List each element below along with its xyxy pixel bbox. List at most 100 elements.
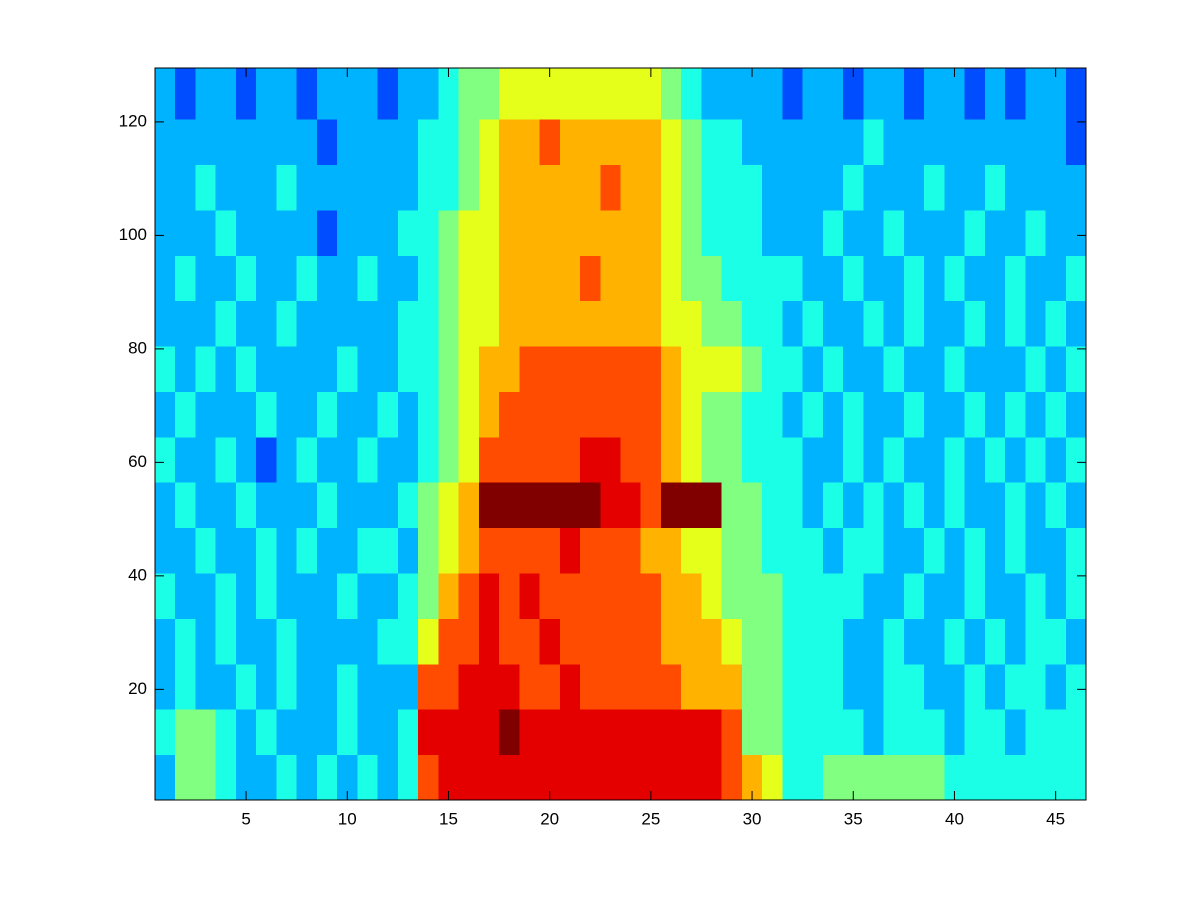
heatmap-cell: [944, 618, 966, 665]
heatmap-cell: [337, 709, 358, 756]
heatmap-cell: [1065, 709, 1087, 756]
axes: 5 10 15 20 25 30 35 40 45 20 40 60 80 100 120: [119, 67, 1087, 828]
heatmap-cell: [539, 618, 561, 665]
heatmap-cell: [924, 346, 945, 392]
heatmap-cell: [357, 209, 379, 256]
heatmap-cell: [519, 68, 541, 120]
heatmap-cell: [397, 209, 419, 256]
heatmap-cell: [883, 573, 905, 619]
heatmap-cell: [215, 573, 237, 619]
heatmap-cell: [1025, 527, 1047, 574]
heatmap-cell: [418, 754, 439, 801]
heatmap-cell: [458, 391, 480, 438]
heatmap-cell: [984, 436, 1006, 483]
heatmap-cell: [984, 255, 1006, 302]
heatmap-cell: [458, 209, 480, 256]
heatmap-cell: [438, 663, 460, 710]
heatmap-cell: [357, 527, 379, 574]
heatmap-cell: [458, 300, 480, 347]
heatmap-cell: [235, 573, 257, 619]
heatmap-cell: [418, 709, 439, 756]
heatmap-cell: [984, 663, 1006, 710]
heatmap-cell: [316, 436, 338, 483]
heatmap-cell: [964, 391, 986, 438]
heatmap-cell: [337, 119, 358, 165]
heatmap-cell: [782, 300, 804, 347]
heatmap-cell: [600, 164, 621, 211]
heatmap-cell: [337, 300, 358, 347]
heatmap-cell: [499, 709, 520, 756]
heatmap-cell: [397, 527, 419, 574]
heatmap-cell: [276, 68, 298, 120]
heatmap-cell: [357, 255, 379, 302]
heatmap-cell: [519, 482, 541, 529]
heatmap-cell: [1025, 209, 1047, 256]
heatmap-cell: [397, 300, 419, 347]
heatmap-cell: [762, 164, 783, 211]
heatmap-cell: [741, 754, 763, 801]
heatmap-cell: [924, 482, 945, 529]
heatmap-cell: [903, 255, 925, 302]
heatmap-cell: [721, 618, 743, 665]
heatmap-cell: [418, 436, 439, 483]
heatmap-cell: [762, 618, 783, 665]
heatmap-cell: [175, 255, 196, 302]
heatmap-cell: [155, 164, 176, 211]
heatmap-cell: [640, 754, 662, 801]
heatmap-cell: [822, 663, 844, 710]
heatmap-cell: [1025, 119, 1047, 165]
heatmap-cell: [276, 618, 298, 665]
heatmap-cell: [600, 663, 621, 710]
heatmap-cell: [539, 709, 561, 756]
heatmap-cell: [438, 255, 460, 302]
heatmap-cell: [762, 209, 783, 256]
heatmap-cell: [924, 68, 945, 120]
heatmap-cell: [580, 527, 601, 574]
heatmap-cell: [600, 391, 621, 438]
heatmap-cell: [701, 618, 723, 665]
heatmap-cell: [357, 346, 379, 392]
heatmap-cell: [984, 482, 1006, 529]
heatmap-cell: [721, 346, 743, 392]
heatmap-cell: [499, 300, 520, 347]
heatmap-cell: [640, 391, 662, 438]
heatmap-cell: [822, 436, 844, 483]
heatmap-cell: [418, 573, 439, 619]
heatmap-cell: [640, 68, 662, 120]
heatmap-cell: [883, 663, 905, 710]
heatmap-cell: [620, 709, 642, 756]
heatmap-cell: [215, 255, 237, 302]
heatmap-cell: [924, 754, 945, 801]
heatmap-cell: [701, 391, 723, 438]
heatmap-cell: [580, 663, 601, 710]
heatmap-cell: [438, 300, 460, 347]
heatmap-cell: [944, 754, 966, 801]
heatmap-cell: [883, 164, 905, 211]
heatmap-cell: [822, 164, 844, 211]
heatmap-cell: [499, 754, 520, 801]
heatmap-cell: [802, 255, 824, 302]
heatmap-cell: [944, 119, 966, 165]
heatmap-cell: [296, 68, 318, 120]
heatmap-cell: [660, 754, 682, 801]
heatmap-cell: [337, 391, 358, 438]
heatmap-cell: [377, 436, 399, 483]
heatmap-cell: [580, 119, 601, 165]
heatmap-cell: [721, 164, 743, 211]
heatmap-cell: [701, 164, 723, 211]
heatmap-cell: [1065, 527, 1087, 574]
heatmap-cell: [519, 573, 541, 619]
heatmap-cell: [903, 346, 925, 392]
heatmap-cell: [863, 255, 885, 302]
heatmap-cell: [418, 300, 439, 347]
heatmap-cell: [256, 709, 277, 756]
heatmap-cell: [1005, 436, 1026, 483]
heatmap-cell: [377, 346, 399, 392]
heatmap-cell: [155, 68, 176, 120]
heatmap-cell: [1045, 527, 1067, 574]
heatmap-cell: [822, 391, 844, 438]
heatmap-cell: [337, 663, 358, 710]
heatmap-cell: [519, 663, 541, 710]
heatmap-cell: [721, 709, 743, 756]
